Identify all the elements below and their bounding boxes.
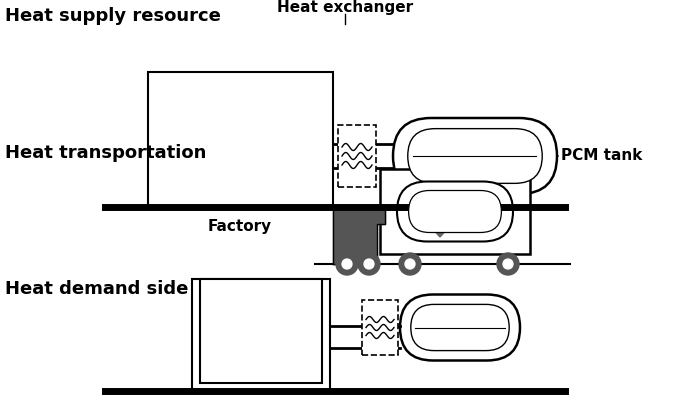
FancyBboxPatch shape — [408, 190, 501, 232]
Text: Heat demand side: Heat demand side — [5, 280, 188, 298]
Polygon shape — [431, 227, 449, 237]
Circle shape — [405, 259, 415, 269]
Circle shape — [358, 253, 380, 275]
FancyBboxPatch shape — [411, 304, 509, 350]
FancyBboxPatch shape — [397, 182, 513, 241]
Text: Heat exchanger: Heat exchanger — [277, 0, 413, 15]
Circle shape — [399, 253, 421, 275]
Bar — [362, 300, 398, 355]
Text: Factory: Factory — [208, 219, 272, 234]
Circle shape — [503, 259, 513, 269]
FancyBboxPatch shape — [408, 129, 543, 184]
Text: Heat supply resource: Heat supply resource — [5, 7, 221, 25]
Polygon shape — [333, 206, 385, 264]
Circle shape — [336, 253, 358, 275]
Circle shape — [364, 259, 374, 269]
Bar — [380, 169, 530, 254]
Bar — [192, 279, 330, 391]
Bar — [200, 279, 322, 383]
Circle shape — [342, 259, 352, 269]
Text: PCM tank: PCM tank — [557, 149, 643, 164]
Text: Heat transportation: Heat transportation — [5, 144, 206, 162]
Circle shape — [497, 253, 519, 275]
Bar — [338, 125, 376, 187]
FancyBboxPatch shape — [393, 118, 557, 194]
Bar — [148, 72, 333, 207]
Bar — [436, 211, 444, 227]
FancyBboxPatch shape — [400, 295, 520, 361]
